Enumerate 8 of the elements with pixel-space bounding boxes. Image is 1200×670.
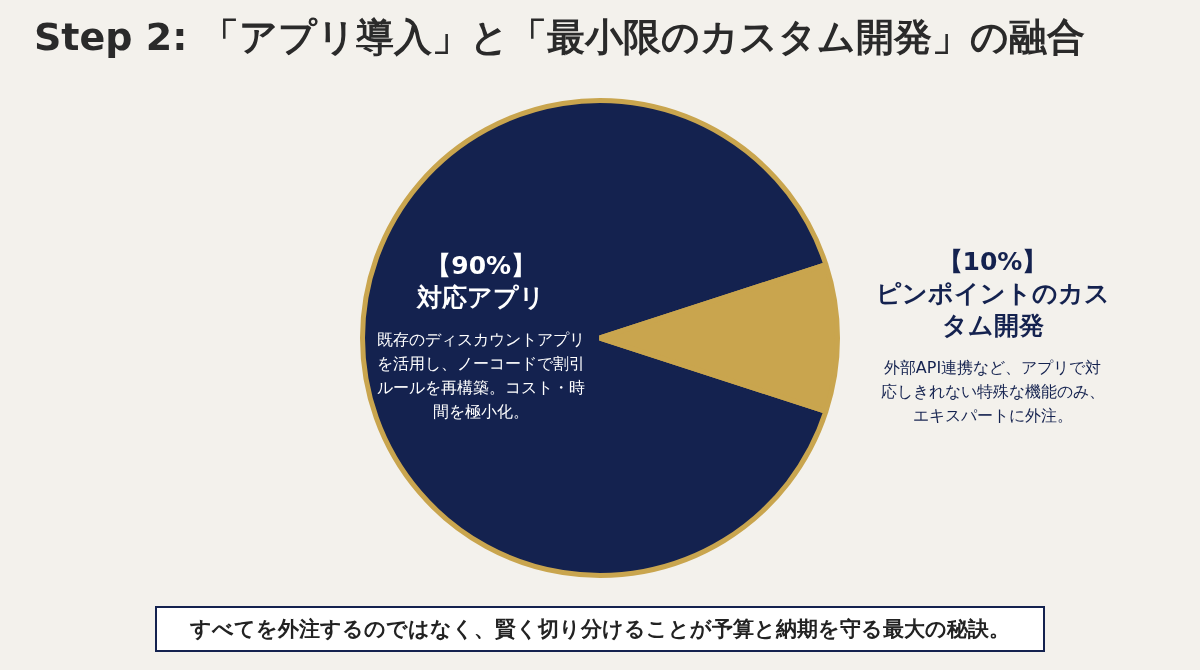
slice-label: 対応アプリ bbox=[416, 282, 546, 312]
data-label: 【10%】 bbox=[937, 246, 1048, 276]
text: すべてを外注するのではなく、賢く切り分けることが予算と納期を守る最大の秘訣。 bbox=[155, 606, 1045, 652]
text: 既存のディスカウントアプリを活用し、ノーコードで割引ルールを再構築。コスト・時間を極小化。 bbox=[377, 330, 586, 422]
chart-title: Step 2: 「アプリ導入」と「最小限のカスタム開発」の融合 bbox=[34, 14, 1085, 61]
data-label: 【90%】 bbox=[426, 250, 537, 280]
text: 外部API連携など、アプリで対応しきれない特殊な機能のみ、エキスパートに外注。 bbox=[880, 358, 1105, 426]
slice-label: ピンポイントのカスタム開発 bbox=[875, 278, 1110, 340]
